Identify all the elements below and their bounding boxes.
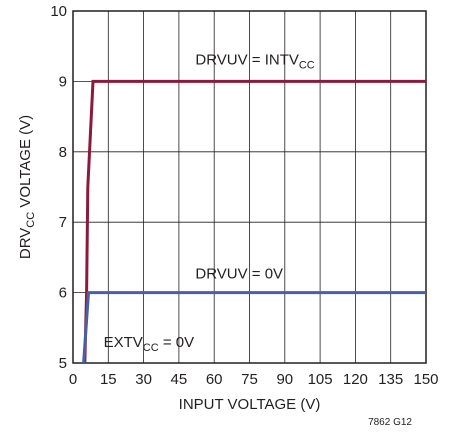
x-axis-label: INPUT VOLTAGE (V) bbox=[179, 396, 321, 413]
x-tick-label-3: 45 bbox=[171, 371, 188, 388]
y-tick-label-0: 5 bbox=[59, 355, 67, 372]
x-tick-label-9: 135 bbox=[378, 371, 403, 388]
series bbox=[82, 79, 426, 364]
y-axis-label: DRVCC VOLTAGE (V) bbox=[17, 115, 37, 259]
x-tick-label-1: 15 bbox=[100, 371, 117, 388]
annotation-2: EXTVCC = 0V bbox=[104, 334, 195, 354]
x-tick-label-0: 0 bbox=[69, 371, 77, 388]
x-tick-label-4: 60 bbox=[206, 371, 223, 388]
y-axis-label-sub: CC bbox=[25, 212, 37, 228]
x-tick-label-7: 105 bbox=[308, 371, 333, 388]
plot-frame bbox=[72, 10, 427, 364]
y-tick-label-2: 7 bbox=[59, 214, 67, 231]
y-axis-label-rest: VOLTAGE (V) bbox=[17, 115, 34, 212]
x-tick-label-5: 75 bbox=[241, 371, 258, 388]
annotation-0: DRVUV = INTVCC bbox=[195, 52, 314, 72]
y-ticks: 5 6 7 8 9 10 bbox=[50, 3, 67, 372]
y-tick-label-3: 8 bbox=[59, 144, 67, 161]
y-axis-label-main: DRV bbox=[17, 228, 34, 259]
x-ticks: 0 15 30 45 60 75 90 105 120 135 150 bbox=[69, 371, 439, 388]
figure-id: 7862 G12 bbox=[368, 417, 412, 428]
x-tick-label-8: 120 bbox=[343, 371, 368, 388]
x-tick-label-10: 150 bbox=[413, 371, 438, 388]
annotation-1: DRVUV = 0V bbox=[195, 266, 283, 283]
series-line-1 bbox=[82, 291, 426, 364]
y-tick-label-4: 9 bbox=[59, 73, 67, 90]
y-tick-label-5: 10 bbox=[50, 3, 67, 20]
x-tick-label-6: 90 bbox=[276, 371, 293, 388]
y-tick-label-1: 6 bbox=[59, 285, 67, 302]
x-tick-label-2: 30 bbox=[135, 371, 152, 388]
annotations: DRVUV = INTVCC DRVUV = 0V EXTVCC = 0V bbox=[104, 52, 315, 354]
